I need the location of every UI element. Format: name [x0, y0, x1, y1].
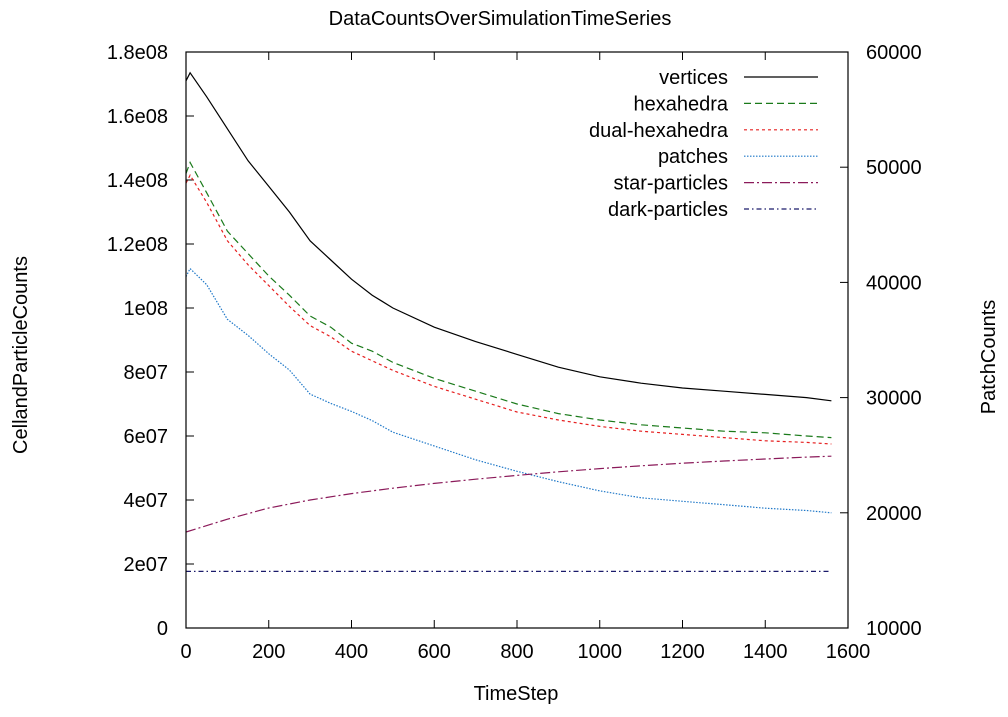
- y-tick-label: 2e07: [124, 554, 169, 576]
- y-tick-label: 6e07: [124, 426, 169, 448]
- legend-label-star-particles: star-particles: [614, 173, 728, 195]
- y2-tick-label: 30000: [866, 388, 922, 410]
- y-tick-label: 1.6e08: [107, 106, 168, 128]
- y-tick-label: 1.2e08: [107, 234, 168, 256]
- x-tick-label: 200: [252, 641, 285, 663]
- legend-label-dual-hexahedra: dual-hexahedra: [589, 120, 729, 142]
- legend-label-patches: patches: [658, 146, 728, 168]
- x-tick-label: 0: [180, 641, 191, 663]
- x-tick-label: 600: [418, 641, 451, 663]
- y2-tick-label: 40000: [866, 272, 922, 294]
- series-line-hexahedra: [185, 160, 832, 439]
- legend-label-vertices: vertices: [659, 67, 728, 89]
- x-tick-label: 400: [335, 641, 368, 663]
- x-tick-label: 800: [500, 641, 533, 663]
- y2-tick-label: 50000: [866, 157, 922, 179]
- x-tick-label: 1200: [660, 641, 705, 663]
- y-tick-label: 0: [157, 618, 168, 640]
- y-tick-label: 8e07: [124, 362, 169, 384]
- x-tick-label: 1600: [826, 641, 871, 663]
- y-tick-label: 1e08: [124, 298, 169, 320]
- series-line-vertices: [185, 71, 832, 402]
- series-line-patches: [185, 267, 832, 514]
- series-line-star-particles: [185, 455, 832, 533]
- legend: vertices hexahedra dual-hexahedra patches st…: [589, 67, 818, 221]
- y2-tick-label: 20000: [866, 503, 922, 525]
- y-tick-label: 1.8e08: [107, 42, 168, 64]
- plot-frame: [185, 51, 849, 629]
- axis-ticks: 0 200 400 600 800 1000 1200 1400 1600 0 2e07 4e07 6e…: [107, 42, 922, 663]
- x-tick-label: 1400: [743, 641, 788, 663]
- y-axis-title: CellandParticleCounts: [10, 256, 32, 454]
- y2-tick-label: 60000: [866, 42, 922, 64]
- legend-label-hexahedra: hexahedra: [633, 93, 728, 115]
- y-tick-label: 1.4e08: [107, 170, 168, 192]
- series-lines: [185, 71, 832, 572]
- y2-tick-label: 10000: [866, 618, 922, 640]
- legend-label-dark-particles: dark-particles: [608, 199, 728, 221]
- x-axis-title: TimeStep: [474, 683, 559, 705]
- y2-axis-title: PatchCounts: [978, 300, 1000, 415]
- y-tick-label: 4e07: [124, 490, 169, 512]
- x-tick-label: 1000: [578, 641, 623, 663]
- chart-title: DataCountsOverSimulationTimeSeries: [329, 8, 672, 30]
